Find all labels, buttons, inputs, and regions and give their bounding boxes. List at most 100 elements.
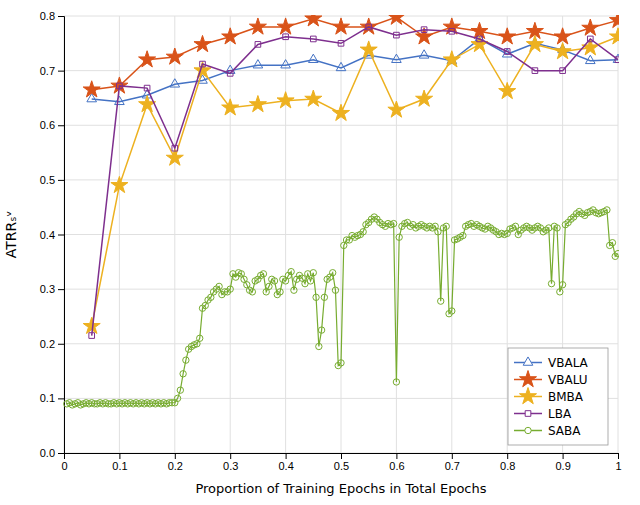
series-line (92, 27, 618, 336)
tick-label: 0.7 (40, 65, 55, 77)
tick: 0.4 (40, 229, 64, 241)
data-point (318, 327, 324, 333)
data-point (554, 43, 571, 59)
data-point (582, 19, 599, 35)
legend-item: VBALA (514, 356, 589, 370)
data-point (392, 54, 402, 62)
tick-mark (119, 453, 120, 459)
chart-container: 00.10.20.30.40.50.60.70.80.910.00.10.20.… (0, 0, 640, 505)
data-point (307, 278, 313, 284)
grid-line-y (64, 234, 618, 235)
data-point (288, 268, 294, 274)
data-point (139, 51, 156, 67)
tick-label: 1 (615, 460, 621, 472)
tick-mark (175, 453, 176, 459)
data-point (310, 36, 316, 42)
data-point (609, 240, 615, 246)
tick-mark (286, 453, 287, 459)
data-point (117, 83, 123, 89)
data-point (336, 62, 346, 70)
axis-line (58, 17, 65, 454)
data-point (227, 71, 233, 77)
tick-mark (396, 453, 397, 459)
legend-label: VBALU (548, 373, 588, 387)
data-point (266, 283, 272, 289)
legend-item: LBA (514, 407, 572, 421)
data-point (115, 96, 125, 104)
data-point (89, 333, 95, 339)
tick: 0.2 (40, 338, 64, 350)
tick: 0.1 (112, 453, 127, 472)
data-point (281, 60, 291, 68)
data-point (504, 49, 510, 55)
tick-mark (58, 125, 64, 126)
tick-label: 0.9 (555, 460, 570, 472)
tick-mark (58, 289, 64, 290)
data-point (139, 96, 156, 112)
data-point (310, 270, 316, 276)
data-point (338, 40, 344, 46)
data-point (177, 387, 183, 393)
tick-label: 0.4 (40, 229, 55, 241)
data-point (499, 28, 516, 44)
tick: 0.9 (555, 453, 570, 472)
data-point (526, 35, 543, 51)
legend: VBALAVBALUBMBALBASABA (508, 348, 608, 445)
tick: 0.4 (278, 453, 293, 472)
data-point (416, 90, 433, 106)
tick: 0.1 (40, 392, 64, 404)
series-line (92, 37, 618, 327)
tick: 1 (615, 453, 621, 472)
tick-label: 0.1 (112, 460, 127, 472)
tick-label: 0.4 (278, 460, 293, 472)
data-point (609, 28, 619, 44)
tick: 0.7 (40, 65, 64, 77)
data-point (360, 18, 377, 34)
tick: 0.5 (40, 174, 64, 186)
tick-label: 0.8 (40, 10, 55, 22)
data-point (499, 82, 516, 98)
chart-svg: 00.10.20.30.40.50.60.70.80.910.00.10.20.… (0, 0, 640, 505)
tick-label: 0.6 (40, 119, 55, 131)
data-point (388, 15, 405, 24)
data-point (144, 85, 150, 91)
legend-label: BMBA (548, 390, 584, 404)
data-point (396, 234, 402, 240)
data-point (194, 35, 211, 51)
data-point (460, 232, 466, 238)
grid-line-y (64, 16, 618, 17)
series-line (92, 17, 618, 90)
tick-label: 0.2 (40, 338, 55, 350)
data-point (609, 15, 619, 28)
data-point (449, 308, 455, 314)
data-point (360, 41, 377, 57)
data-point (277, 18, 294, 34)
data-point (227, 286, 233, 292)
tick: 0.0 (40, 447, 64, 459)
data-point (532, 68, 538, 74)
data-point (313, 294, 319, 300)
data-point (111, 176, 128, 192)
tick: 0 (61, 453, 67, 472)
data-point (560, 68, 566, 74)
legend-swatch-marker (525, 427, 531, 433)
series (64, 207, 619, 408)
data-point (305, 15, 322, 26)
tick-label: 0.0 (40, 447, 55, 459)
tick-label: 0 (61, 460, 67, 472)
legend-swatch-marker (519, 371, 536, 387)
tick: 0.6 (40, 119, 64, 131)
data-point (557, 289, 563, 295)
tick-mark (452, 453, 453, 459)
data-point (216, 283, 222, 289)
data-point (338, 360, 344, 366)
data-point (449, 28, 455, 34)
data-point (390, 220, 396, 226)
tick-mark (618, 453, 619, 459)
data-point (332, 18, 349, 34)
tick-mark (507, 453, 508, 459)
data-point (366, 24, 372, 30)
data-point (438, 298, 444, 304)
data-point (615, 57, 619, 63)
legend-frame (508, 348, 608, 445)
